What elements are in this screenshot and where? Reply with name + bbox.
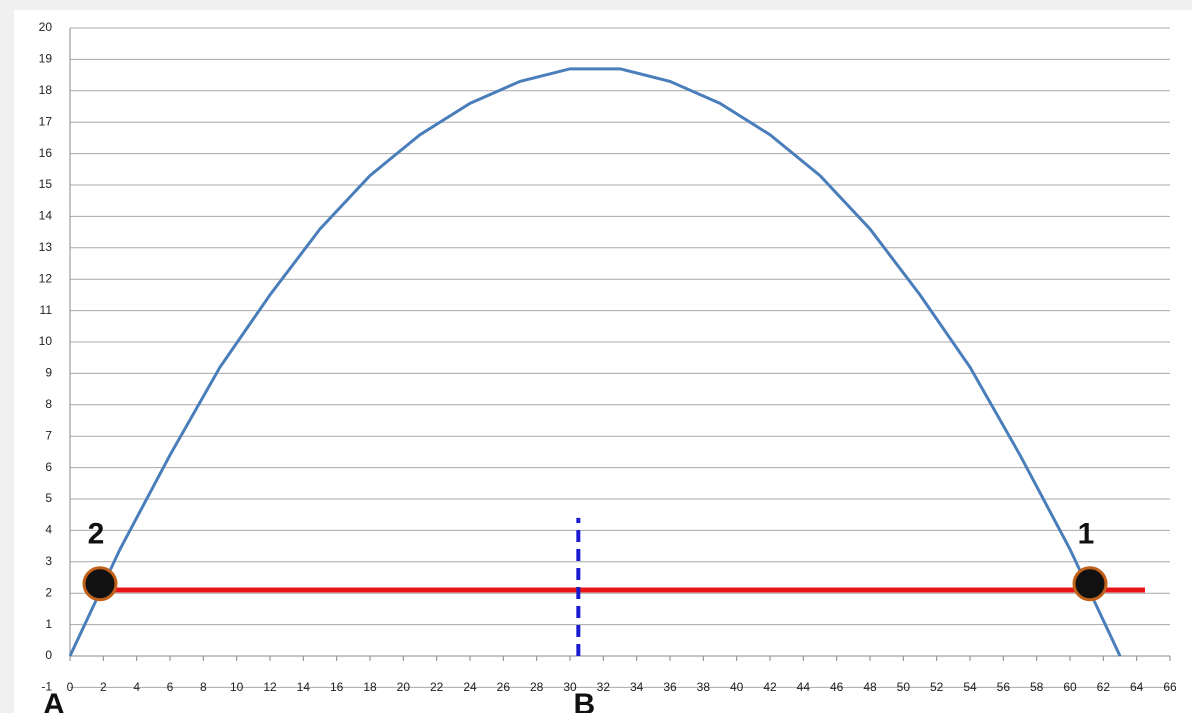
y-tick-label: 12 (39, 271, 53, 285)
x-tick-label: 18 (363, 680, 377, 694)
x-tick-label: 40 (730, 680, 744, 694)
point-label: 2 (88, 518, 105, 551)
x-tick-label: 58 (1030, 680, 1044, 694)
point (82, 566, 118, 602)
x-tick-label: 32 (597, 680, 611, 694)
frame-edge (0, 0, 14, 713)
x-tick-label: 66 (1163, 680, 1177, 694)
x-tick-label: 10 (230, 680, 244, 694)
x-tick-label: 36 (663, 680, 677, 694)
y-tick-label: 8 (45, 397, 52, 411)
y-tick-label: 6 (45, 460, 52, 474)
x-tick-label: 28 (530, 680, 544, 694)
x-tick-label: 34 (630, 680, 644, 694)
y-tick-label: 14 (39, 209, 53, 223)
y-tick-label: 19 (39, 52, 53, 66)
x-tick-label: 52 (930, 680, 944, 694)
x-tick-label: 62 (1097, 680, 1111, 694)
y-tick-label: 10 (39, 334, 53, 348)
y-tick-label: 0 (45, 648, 52, 662)
y-tick-label: 20 (39, 20, 53, 34)
x-tick-label: 0 (67, 680, 74, 694)
x-tick-label: 38 (697, 680, 711, 694)
x-tick-label: 2 (100, 680, 107, 694)
x-tick-label: 12 (263, 680, 277, 694)
y-tick-label: 1 (45, 617, 52, 631)
x-tick-label: 30 (563, 680, 577, 694)
x-tick-label: 56 (997, 680, 1011, 694)
axis-marker: A (43, 688, 65, 713)
point-label: 1 (1078, 518, 1095, 551)
x-tick-label: 4 (133, 680, 140, 694)
x-tick-label: 16 (330, 680, 344, 694)
point (1072, 566, 1108, 602)
x-tick-label: 42 (763, 680, 777, 694)
series-line (68, 67, 1122, 657)
x-tick-label: 14 (297, 680, 311, 694)
x-tick-label: 64 (1130, 680, 1144, 694)
axis-marker: B (573, 688, 595, 713)
x-tick-label: 44 (797, 680, 811, 694)
y-tick-label: 11 (40, 303, 53, 317)
y-tick-label: -1 (41, 680, 52, 694)
frame-edge (0, 0, 1192, 10)
x-tick-label: 6 (167, 680, 174, 694)
x-tick-label: 46 (830, 680, 844, 694)
x-tick-label: 48 (863, 680, 877, 694)
y-tick-label: 7 (45, 428, 52, 442)
x-tick-label: 50 (897, 680, 911, 694)
y-tick-label: 18 (39, 83, 53, 97)
y-tick-label: 9 (45, 366, 52, 380)
y-tick-label: 3 (45, 554, 52, 568)
y-tick-label: 17 (39, 114, 53, 128)
y-tick-label: 4 (45, 523, 52, 537)
y-tick-label: 13 (39, 240, 53, 254)
x-tick-label: 24 (463, 680, 477, 694)
x-tick-label: 60 (1063, 680, 1077, 694)
x-tick-label: 20 (397, 680, 411, 694)
y-tick-label: 5 (45, 491, 52, 505)
y-tick-label: 2 (45, 585, 52, 599)
x-tick-label: 54 (963, 680, 977, 694)
x-tick-label: 8 (200, 680, 207, 694)
x-tick-label: 26 (497, 680, 511, 694)
x-tick-label: 22 (430, 680, 444, 694)
y-tick-label: 16 (39, 146, 53, 160)
y-tick-label: 15 (39, 177, 53, 191)
